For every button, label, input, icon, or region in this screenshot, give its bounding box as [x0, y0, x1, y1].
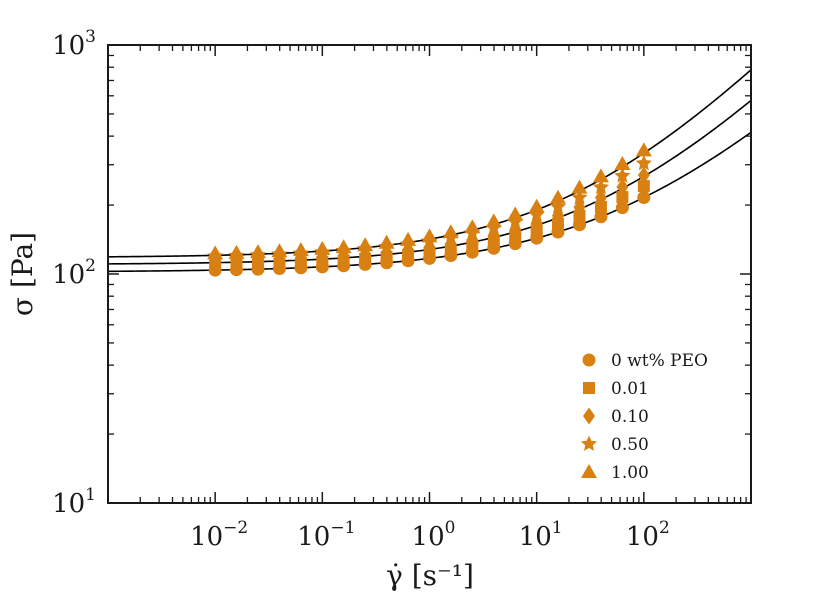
plot-frame — [107, 44, 752, 504]
data-point-circle — [637, 191, 651, 205]
legend-entry: 0 wt% PEO — [582, 351, 708, 371]
data-point-circle — [294, 261, 308, 275]
legend-entry: 0.50 — [580, 435, 649, 455]
data-point-circle — [315, 260, 329, 274]
data-point-square — [594, 200, 607, 213]
data-point-circle — [272, 262, 286, 276]
legend-entry: 0.10 — [583, 407, 649, 427]
major-ticks — [108, 45, 751, 503]
data-point-diamond — [637, 166, 650, 184]
x-tick-label: 100 — [412, 518, 456, 552]
legend-entry: 1.00 — [581, 463, 649, 483]
data-point-circle — [465, 245, 479, 259]
y-axis-label-text: σ [Pa] — [6, 232, 39, 316]
y-axis-label: σ [Pa] — [6, 232, 39, 316]
legend-label: 0 wt% PEO — [611, 351, 708, 371]
data-point-star — [571, 189, 588, 205]
data-point-triangle — [592, 168, 609, 183]
data-point-circle — [551, 225, 565, 239]
data-point-circle — [380, 256, 394, 270]
data-point-star — [592, 178, 610, 195]
x-axis-label-text: γ̇ [s⁻¹] — [386, 559, 474, 592]
data-point-square — [637, 180, 650, 193]
data-point-circle — [487, 241, 501, 255]
data-point-circle — [251, 262, 265, 276]
legend-marker-triangle — [581, 464, 597, 478]
y-tick-label: 101 — [52, 485, 96, 519]
y-tick-label: 102 — [52, 256, 96, 290]
x-axis-label: γ̇ [s⁻¹] — [386, 559, 474, 592]
data-point-star — [635, 154, 652, 171]
data-point-circle — [572, 218, 586, 232]
x-tick-label: 10−2 — [190, 518, 248, 552]
data-point-circle — [337, 259, 351, 273]
data-point-square — [573, 209, 586, 222]
data-markers — [207, 142, 652, 277]
legend-marker-square — [583, 382, 595, 394]
data-point-circle — [444, 249, 458, 263]
legend-label: 0.01 — [611, 379, 649, 399]
data-point-circle — [423, 251, 436, 265]
legend-entry: 0.01 — [583, 379, 649, 399]
data-point-circle — [401, 254, 415, 268]
legend: 0 wt% PEO 0.01 0.10 0.50 1.00 — [580, 351, 708, 483]
legend-label: 0.10 — [611, 407, 649, 427]
data-point-triangle — [635, 142, 652, 157]
data-point-triangle — [614, 155, 631, 170]
data-point-triangle — [549, 189, 566, 204]
data-point-circle — [594, 210, 608, 224]
x-tick-label: 102 — [626, 518, 670, 552]
data-point-triangle — [528, 198, 545, 213]
legend-marker-circle — [582, 353, 596, 367]
data-point-circle — [358, 257, 372, 271]
y-tick-label: 103 — [52, 27, 96, 61]
x-tick-labels: 10−2 10−1 100 101 102 — [190, 518, 670, 552]
data-point-star — [528, 206, 545, 222]
data-point-star — [614, 167, 631, 183]
data-point-circle — [229, 263, 243, 277]
y-tick-labels: 101 102 103 — [52, 27, 96, 519]
data-point-square — [509, 230, 522, 243]
data-point-triangle — [571, 179, 588, 194]
data-point-star — [549, 198, 567, 214]
x-tick-label: 101 — [519, 518, 563, 552]
data-point-square — [616, 191, 629, 204]
data-point-circle — [530, 231, 544, 245]
legend-marker-diamond — [583, 407, 595, 425]
series-circle — [208, 191, 651, 277]
data-point-circle — [615, 201, 629, 215]
legend-marker-star — [580, 435, 598, 451]
x-tick-label: 10−1 — [297, 518, 355, 552]
data-point-circle — [508, 237, 522, 251]
legend-label: 1.00 — [611, 463, 649, 483]
legend-label: 0.50 — [611, 435, 649, 455]
data-point-circle — [208, 263, 222, 277]
